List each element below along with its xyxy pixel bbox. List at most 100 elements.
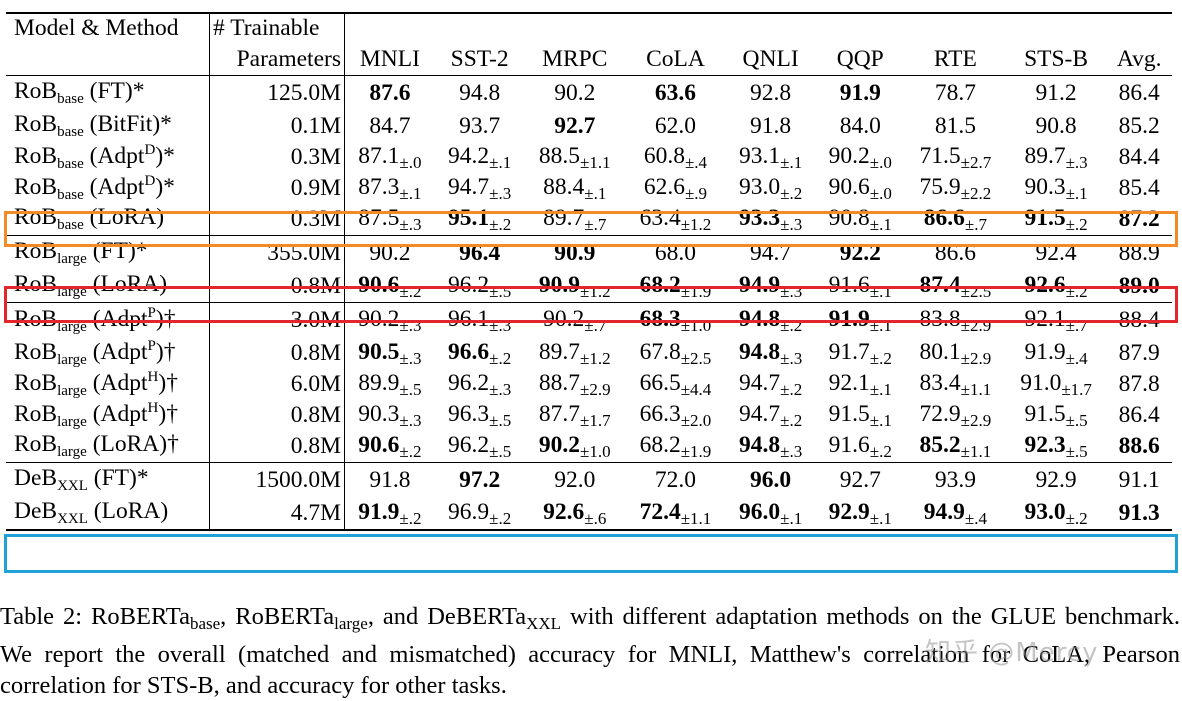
- score-value: 92.6: [1024, 271, 1066, 298]
- model-name-cell: RoBlarge (AdptH)†: [6, 369, 210, 400]
- score-value: 94.9: [923, 498, 965, 525]
- score-cell: 94.9±.4: [905, 498, 1006, 531]
- score-cell: 94.7: [725, 235, 816, 271]
- score-cell: 96.1±.3: [434, 302, 525, 338]
- score-cell: 97.2: [434, 462, 525, 498]
- score-cell: 94.7±.2: [726, 369, 816, 400]
- score-cell: 93.9: [905, 462, 1006, 498]
- score-cell: 94.7±.2: [726, 400, 816, 431]
- score-value: 86.6: [934, 239, 976, 266]
- score-cell: 72.0: [625, 462, 726, 498]
- params-cell: 0.8M: [209, 338, 345, 369]
- score-cell: 90.2: [344, 235, 435, 271]
- caption-sub-xxl: XXL: [526, 614, 562, 633]
- score-std: ±1.2: [580, 348, 611, 368]
- avg-cell: 85.4: [1106, 173, 1172, 204]
- method-superscript: P: [147, 305, 156, 321]
- score-value: 85.2: [1118, 112, 1160, 139]
- score-std: ±.1: [780, 152, 803, 172]
- score-value: 91.0: [1020, 369, 1062, 396]
- score-std: ±.2: [780, 315, 803, 335]
- method-superscript: D: [144, 142, 156, 158]
- score-value: 83.4: [919, 369, 961, 396]
- score-std: ±.1: [489, 152, 512, 172]
- model-method-header: Model & Method: [6, 12, 210, 44]
- score-std: ±1.1: [580, 152, 611, 172]
- score-cell: 91.9±.4: [1006, 338, 1107, 369]
- score-value: 66.3: [639, 400, 681, 427]
- score-cell: 92.7: [524, 111, 625, 142]
- score-value: 96.1: [448, 305, 490, 332]
- avg-cell: 91.1: [1106, 462, 1172, 498]
- score-cell: 92.9: [1005, 462, 1107, 498]
- score-cell: 90.2: [524, 76, 625, 112]
- score-value: 72.4: [639, 498, 681, 525]
- score-cell: 96.0: [725, 462, 816, 498]
- score-value: 91.5: [1024, 400, 1066, 427]
- score-cell: 86.6±.7: [905, 204, 1006, 236]
- score-std: ±.1: [584, 183, 607, 203]
- score-std: ±1.0: [680, 315, 712, 335]
- score-cell: 91.8: [344, 462, 435, 498]
- score-std: ±.5: [1065, 410, 1088, 430]
- score-cell: 91.9±.1: [815, 302, 906, 338]
- score-std: ±.6: [584, 508, 607, 528]
- model-base: RoB: [14, 370, 58, 396]
- score-cell: 87.6: [345, 76, 435, 112]
- score-cell: 90.6±.2: [344, 271, 435, 303]
- score-std: ±.1: [780, 508, 803, 528]
- score-cell: 83.4±1.1: [905, 369, 1006, 400]
- score-value: 72.9: [919, 400, 961, 427]
- score-cell: 92.3±.5: [1005, 431, 1107, 463]
- score-cell: 96.2±.5: [434, 271, 525, 303]
- model-size-subscript: large: [57, 352, 87, 368]
- score-value: 91.8: [369, 466, 411, 493]
- score-cell: 68.2±1.9: [625, 271, 726, 303]
- score-value: 88.7: [538, 369, 581, 396]
- score-value: 93.7: [459, 112, 501, 139]
- score-value: 91.9: [1024, 338, 1066, 365]
- method-name: (BitFit)*: [83, 111, 172, 137]
- score-value: 89.7: [538, 338, 581, 365]
- score-value: 96.2: [448, 431, 490, 458]
- score-value: 85.4: [1118, 174, 1160, 201]
- score-std: ±2.9: [960, 315, 992, 335]
- method-name: )†: [158, 370, 178, 396]
- caption-rest: with different adaptation methods on the…: [0, 603, 1180, 699]
- score-cell: 90.2±.7: [524, 302, 626, 338]
- score-cell: 92.8: [726, 76, 816, 112]
- model-name-cell: RoBlarge (LoRA)†: [6, 431, 210, 463]
- score-value: 71.5: [919, 142, 961, 169]
- score-value: 91.8: [750, 112, 792, 139]
- table-row: RoBbase (AdptD)* 0.3M 87.1±.0 94.2±.1 88.5±1…: [6, 142, 1172, 173]
- score-value: 91.9: [839, 79, 881, 106]
- params-cell: 0.8M: [209, 271, 345, 303]
- score-std: ±.1: [869, 410, 892, 430]
- score-cell: 91.5±.5: [1006, 400, 1107, 431]
- method-prefix: (Adpt: [86, 370, 148, 396]
- caption-sub-large: large: [334, 614, 368, 633]
- score-std: ±.3: [489, 379, 512, 399]
- table-row: RoBlarge (LoRA)† 0.8M 90.6±.2 96.2±.5 90.2±1…: [6, 431, 1172, 463]
- score-std: ±1.7: [1061, 379, 1092, 399]
- method-prefix: (Adpt: [83, 143, 145, 169]
- model-size-subscript: large: [57, 284, 87, 300]
- method-name: (LoRA): [86, 271, 168, 297]
- caption-mid1: , RoBERTa: [220, 603, 335, 630]
- score-std: ±.1: [869, 379, 892, 399]
- score-std: ±.2: [1065, 214, 1088, 234]
- results-table: Model & Method # Trainable Parameters MN…: [6, 12, 1172, 531]
- score-value: 88.5: [538, 142, 581, 169]
- score-value: 94.8: [738, 431, 781, 458]
- score-value: 96.3: [448, 400, 490, 427]
- score-cell: 90.8±.1: [815, 204, 906, 236]
- score-value: 96.2: [448, 271, 490, 298]
- score-value: 91.7: [828, 338, 870, 365]
- score-cell: 96.9±.2: [434, 498, 525, 531]
- score-cell: 62.0: [625, 111, 726, 142]
- score-value: 94.8: [738, 305, 781, 332]
- score-value: 92.7: [554, 112, 596, 139]
- score-cell: 68.0: [625, 235, 726, 271]
- method-prefix: (Adpt: [86, 401, 148, 427]
- score-cell: 93.3±.3: [725, 204, 816, 236]
